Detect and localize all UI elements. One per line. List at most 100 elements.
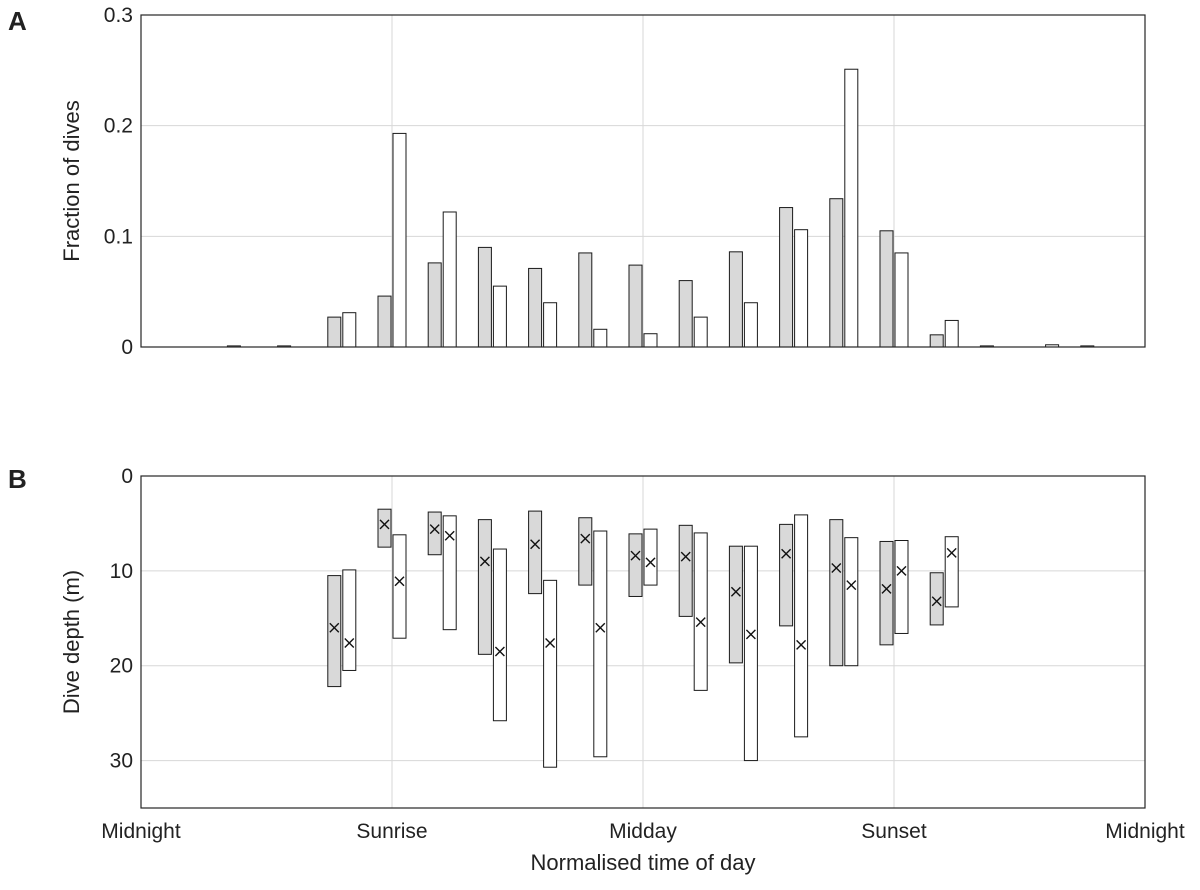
- panel-a-y-axis-title: Fraction of dives: [59, 100, 84, 261]
- panel-a: A 0 0.1 0.2 0.3 Fraction of dives: [8, 4, 1146, 359]
- panel-a-y-tick-label: 0: [121, 336, 133, 359]
- bar-shaded-6: [427, 262, 442, 348]
- panel-b-range-bars: [327, 508, 959, 768]
- bar-open-9: [593, 328, 608, 348]
- bar-shaded-8: [528, 267, 543, 348]
- mean-marker: [595, 622, 606, 633]
- panel-b-y-ticks: 0 10 20 30: [110, 465, 133, 773]
- range-bar-shaded-4: [327, 575, 342, 688]
- x-tick-label: Sunrise: [356, 820, 427, 843]
- bar-open-16: [944, 319, 959, 348]
- bar-open-12: [743, 302, 758, 348]
- bar-shaded-16: [929, 334, 944, 348]
- bar-open-13: [794, 229, 809, 348]
- panel-a-y-ticks: 0 0.1 0.2 0.3: [104, 4, 133, 359]
- range-bar-shaded-7: [477, 519, 492, 655]
- bar-shaded-9: [578, 252, 593, 348]
- mean-marker: [680, 551, 691, 562]
- bar-shaded-15: [879, 230, 894, 348]
- bar-open-6: [442, 211, 457, 348]
- mean-marker: [896, 565, 907, 576]
- panel-b-y-axis-title: Dive depth (m): [59, 570, 84, 714]
- panel-a-y-tick-label: 0.2: [104, 115, 133, 138]
- bar-shaded-4: [327, 316, 342, 348]
- panel-b-y-tick-label: 30: [110, 750, 133, 773]
- mean-marker: [846, 580, 857, 591]
- panel-a-y-tick-label: 0.3: [104, 4, 133, 27]
- range-bar-open-7: [492, 548, 507, 722]
- mean-marker: [946, 547, 957, 558]
- mean-marker: [479, 556, 490, 567]
- range-bar-open-9: [593, 530, 608, 758]
- mean-marker: [831, 563, 842, 574]
- mean-marker: [796, 639, 807, 650]
- panel-a-grid: [141, 15, 1145, 347]
- x-tick-label: Midnight: [101, 820, 181, 843]
- range-bar-shaded-6: [427, 511, 442, 556]
- range-bar-shaded-11: [678, 524, 693, 617]
- mean-marker: [444, 530, 455, 541]
- bar-shaded-12: [728, 251, 743, 348]
- bar-shaded-13: [779, 207, 794, 348]
- panel-b-label: B: [8, 464, 27, 494]
- mean-marker: [881, 583, 892, 594]
- range-bar-shaded-10: [628, 533, 643, 597]
- panel-a-y-tick-label: 0.1: [104, 225, 133, 248]
- bar-shaded-10: [628, 264, 643, 348]
- range-bar-shaded-14: [829, 519, 844, 667]
- mean-marker: [494, 646, 505, 657]
- panel-a-frame: [140, 14, 1146, 348]
- bar-open-10: [643, 333, 658, 348]
- range-bar-shaded-16: [929, 572, 944, 626]
- range-bar-shaded-9: [578, 517, 593, 586]
- mean-marker: [931, 596, 942, 607]
- mean-marker: [344, 637, 355, 648]
- range-bar-shaded-15: [879, 540, 894, 646]
- mean-marker: [745, 629, 756, 640]
- mean-marker: [781, 548, 792, 559]
- bar-open-7: [492, 285, 507, 348]
- mean-marker: [530, 539, 541, 550]
- range-bar-open-8: [543, 579, 558, 768]
- mean-marker: [730, 586, 741, 597]
- range-bar-open-12: [743, 545, 758, 762]
- range-bar-open-14: [844, 537, 859, 667]
- range-bar-shaded-5: [377, 508, 392, 548]
- mean-marker: [630, 550, 641, 561]
- x-tick-label: Sunset: [861, 820, 927, 843]
- bar-open-15: [894, 252, 909, 348]
- mean-marker: [545, 637, 556, 648]
- panel-b-y-tick-label: 20: [110, 655, 133, 678]
- panel-b-y-tick-label: 10: [110, 560, 133, 583]
- x-tick-label: Midday: [609, 820, 677, 843]
- bar-shaded-7: [477, 246, 492, 348]
- x-tick-label: Midnight: [1105, 820, 1185, 843]
- mean-marker: [329, 622, 340, 633]
- bar-shaded-11: [678, 280, 693, 348]
- mean-marker: [695, 617, 706, 628]
- mean-marker: [645, 557, 656, 568]
- bar-shaded-14: [829, 198, 844, 348]
- mean-marker: [580, 533, 591, 544]
- range-bar-shaded-13: [779, 523, 794, 627]
- panel-b-grid: [141, 476, 1145, 808]
- range-bar-open-6: [442, 515, 457, 631]
- range-bar-shaded-8: [528, 510, 543, 595]
- panel-b-x-ticks: Midnight Sunrise Midday Sunset Midnight: [101, 820, 1185, 843]
- range-bar-open-10: [643, 528, 658, 586]
- range-bar-shaded-12: [728, 545, 743, 664]
- bar-open-14: [844, 68, 859, 348]
- bar-shaded-5: [377, 295, 392, 348]
- x-axis-title: Normalised time of day: [531, 850, 756, 875]
- mean-marker: [429, 524, 440, 535]
- bar-open-4: [342, 312, 357, 348]
- range-bar-open-11: [693, 532, 708, 691]
- panel-b-y-tick-label: 0: [121, 465, 133, 488]
- range-bar-open-5: [392, 534, 407, 639]
- panel-a-label: A: [8, 6, 27, 36]
- range-bar-open-16: [944, 536, 959, 608]
- bar-open-11: [693, 316, 708, 348]
